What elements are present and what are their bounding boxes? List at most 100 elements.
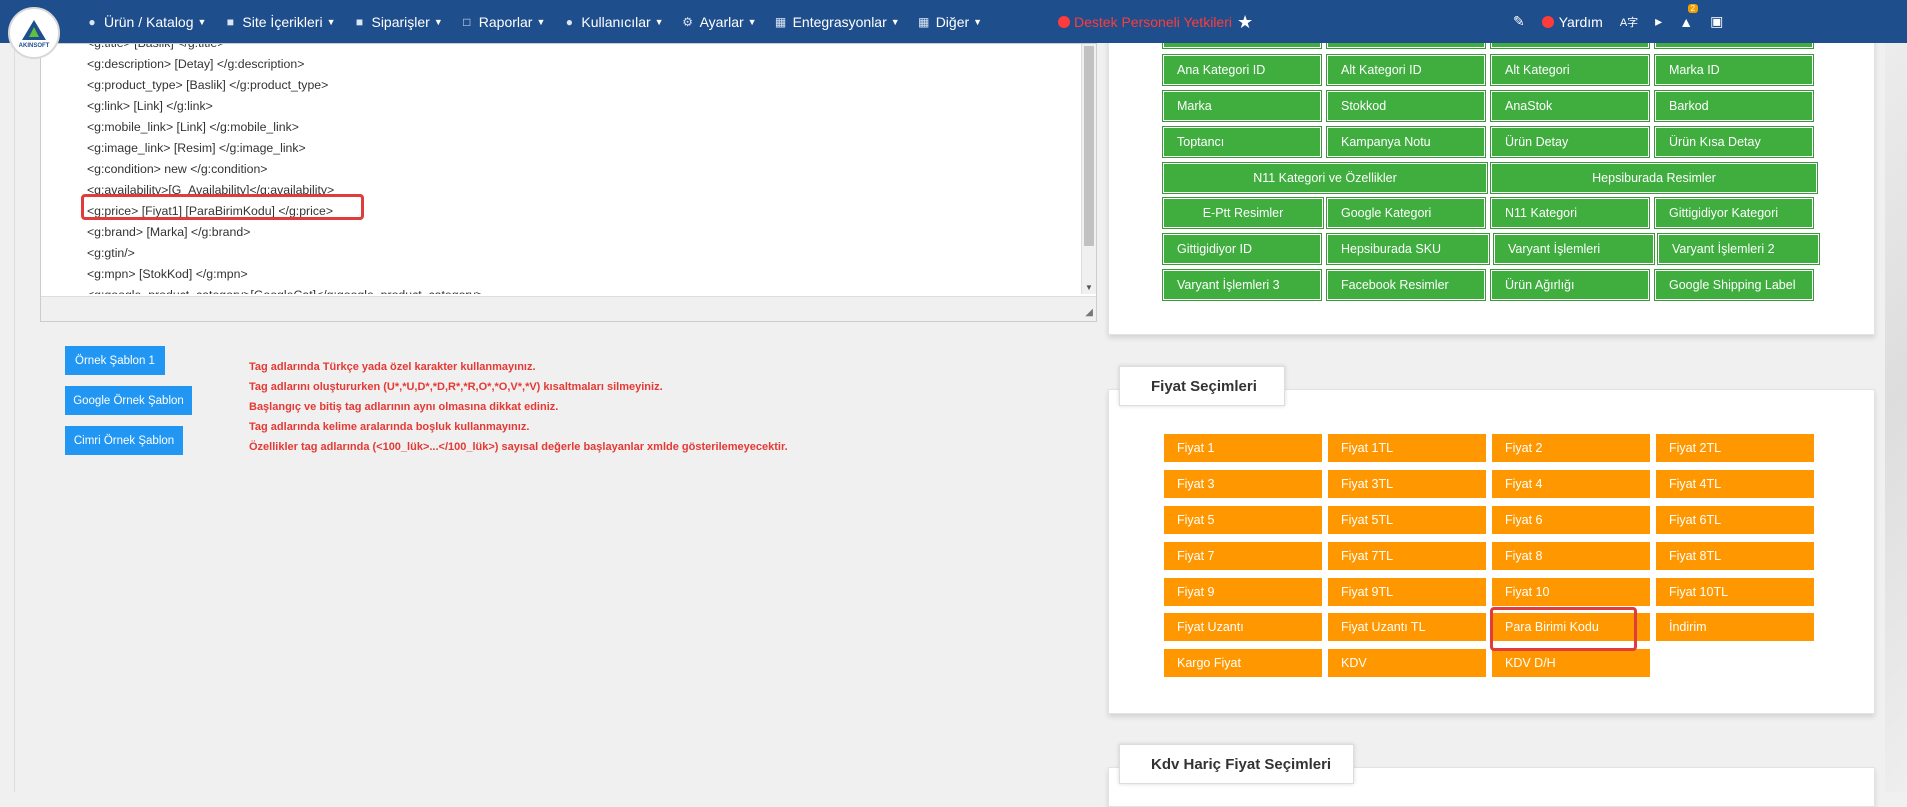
field-gittigidiyor-id[interactable]: Gittigidiyor ID (1162, 233, 1322, 265)
menu-kullanicilar[interactable]: ● Kullanıcılar ▼ (562, 14, 664, 30)
scroll-down-arrow-icon[interactable]: ▼ (1085, 283, 1093, 292)
ornek-sablon-button[interactable]: Örnek Şablon 1 (65, 346, 165, 375)
price-button[interactable]: Kargo Fiyat (1163, 648, 1323, 678)
warning-text: Tag adlarında Türkçe yada özel karakter … (249, 361, 536, 373)
warning-text: Başlangıç ve bitiş tag adlarının aynı ol… (249, 401, 559, 413)
field-google-kategori[interactable]: Google Kategori (1326, 197, 1486, 229)
megaphone-icon[interactable]: ▸ (1655, 13, 1663, 29)
price-button[interactable]: Fiyat Uzantı TL (1327, 612, 1487, 642)
price-button[interactable]: Fiyat 4TL (1655, 469, 1815, 499)
price-section-title: Fiyat Seçimleri (1119, 366, 1285, 406)
notes-icon[interactable]: ✎ (1513, 13, 1525, 29)
price-button[interactable]: Fiyat 1TL (1327, 433, 1487, 463)
field-varyant-islemleri-3[interactable]: Varyant İşlemleri 3 (1162, 269, 1322, 301)
files-icon: ■ (226, 14, 235, 29)
field-varyant-islemleri-2[interactable]: Varyant İşlemleri 2 (1657, 233, 1820, 265)
google-ornek-sablon-button[interactable]: Google Örnek Şablon (65, 386, 192, 415)
warning-icon[interactable]: ▲ 2 (1679, 3, 1699, 30)
star-icon[interactable]: ★ (1237, 12, 1254, 32)
page-left-border (14, 43, 15, 792)
price-button[interactable]: Fiyat 7TL (1327, 541, 1487, 571)
price-button[interactable]: Fiyat 10 (1491, 577, 1651, 607)
truck-icon: ■ (355, 14, 364, 29)
field-alt-kategori[interactable]: Alt Kategori (1490, 54, 1650, 86)
field-hepsiburada-sku[interactable]: Hepsiburada SKU (1326, 233, 1490, 265)
code-line: <g:google_product_category>[GoogleCat]</… (87, 285, 1081, 294)
grid-icon: ▦ (918, 14, 930, 29)
price-button[interactable]: KDV D/H (1491, 648, 1651, 678)
para-birimi-kodu-button[interactable]: Para Birimi Kodu (1491, 612, 1651, 642)
xml-template-editor[interactable]: <g:title> [Baslik] </g:title> <g:descrip… (40, 43, 1097, 322)
editor-code-area[interactable]: <g:title> [Baslik] </g:title> <g:descrip… (41, 44, 1081, 294)
price-button[interactable]: Fiyat 9 (1163, 577, 1323, 607)
menu-urun-katalog[interactable]: ● Ürün / Katalog ▼ (85, 14, 206, 30)
external-link-icon[interactable]: ▣ (1710, 13, 1724, 29)
field-urun-kisa-detay[interactable]: Ürün Kısa Detay (1654, 126, 1814, 158)
price-button[interactable]: Fiyat Uzantı (1163, 612, 1323, 642)
price-button[interactable]: Fiyat 6 (1491, 505, 1651, 535)
caret-down-icon: ▼ (890, 16, 900, 27)
price-button[interactable]: Fiyat 6TL (1655, 505, 1815, 535)
field-google-shipping-label[interactable]: Google Shipping Label (1654, 269, 1814, 301)
cimri-ornek-sablon-button[interactable]: Cimri Örnek Şablon (65, 426, 183, 455)
field-barkod[interactable]: Barkod (1654, 90, 1814, 122)
scrollbar-thumb[interactable] (1084, 46, 1094, 246)
field-urun-agirligi[interactable]: Ürün Ağırlığı (1490, 269, 1650, 301)
price-button[interactable]: İndirim (1655, 612, 1815, 642)
menu-site-icerikleri[interactable]: ■ Site İçerikleri ▼ (223, 14, 336, 30)
field-facebook-resimler[interactable]: Facebook Resimler (1326, 269, 1486, 301)
price-button[interactable]: Fiyat 7 (1163, 541, 1323, 571)
price-button[interactable]: Fiyat 3TL (1327, 469, 1487, 499)
price-button[interactable]: Fiyat 5TL (1327, 505, 1487, 535)
price-button[interactable]: Fiyat 2 (1491, 433, 1651, 463)
price-button[interactable]: Fiyat 8 (1491, 541, 1651, 571)
field-marka-id[interactable]: Marka ID (1654, 54, 1814, 86)
price-button[interactable]: Fiyat 9TL (1327, 577, 1487, 607)
report-icon: □ (463, 14, 471, 29)
price-button[interactable]: KDV (1327, 648, 1487, 678)
price-button[interactable]: Fiyat 4 (1491, 469, 1651, 499)
field-hepsiburada-resimler[interactable]: Hepsiburada Resimler (1490, 162, 1818, 194)
top-navbar: ● Ürün / Katalog ▼ ■ Site İçerikleri ▼ ■ Sipa… (0, 0, 1907, 43)
notification-badge: 2 (1687, 3, 1699, 13)
price-button[interactable]: Fiyat 5 (1163, 505, 1323, 535)
menu-siparisler[interactable]: ■ Siparişler ▼ (352, 14, 443, 30)
menu-entegrasyonlar[interactable]: ▦ Entegrasyonlar ▼ (774, 13, 900, 30)
price-button[interactable]: Fiyat 1 (1163, 433, 1323, 463)
field-n11-kategori[interactable]: N11 Kategori (1490, 197, 1650, 229)
field-anastok[interactable]: AnaStok (1490, 90, 1650, 122)
akinsoft-logo[interactable]: AKINSOFT (8, 7, 60, 59)
info-icon (1541, 15, 1554, 28)
code-line: <g:link> [Link] </g:link> (87, 99, 213, 113)
menu-ayarlar[interactable]: ⚙ Ayarlar ▼ (682, 13, 757, 30)
field-gittigidiyor-kategori[interactable]: Gittigidiyor Kategori (1654, 197, 1814, 229)
caret-down-icon: ▼ (197, 16, 207, 27)
price-button[interactable]: Fiyat 8TL (1655, 541, 1815, 571)
price-button[interactable]: Fiyat 2TL (1655, 433, 1815, 463)
field-toptanci[interactable]: Toptancı (1162, 126, 1322, 158)
price-button[interactable]: Fiyat 10TL (1655, 577, 1815, 607)
menu-raporlar[interactable]: □ Raporlar ▼ (460, 14, 545, 30)
field-kampanya-notu[interactable]: Kampanya Notu (1326, 126, 1486, 158)
field-ana-kategori-id[interactable]: Ana Kategori ID (1162, 54, 1322, 86)
code-line: <g:condition> new </g:condition> (87, 162, 268, 176)
field-eptt-resimler[interactable]: E-Ptt Resimler (1162, 197, 1324, 229)
field-n11-kategori-ozellikler[interactable]: N11 Kategori ve Özellikler (1162, 162, 1488, 194)
help-link[interactable]: Yardım (1541, 14, 1603, 30)
field-marka[interactable]: Marka (1162, 90, 1322, 122)
field-varyant-islemleri[interactable]: Varyant İşlemleri (1493, 233, 1655, 265)
field-stokkod[interactable]: Stokkod (1326, 90, 1486, 122)
menu-diger[interactable]: ▦ Diğer ▼ (918, 13, 983, 30)
field-urun-detay[interactable]: Ürün Detay (1490, 126, 1650, 158)
users-icon: ● (88, 14, 96, 29)
field-alt-kategori-id[interactable]: Alt Kategori ID (1326, 54, 1486, 86)
gears-icon: ⚙ (682, 14, 693, 29)
navbar-right-icons: ✎ Yardım A字 ▸ ▲ 2 ▣ (1513, 0, 1740, 43)
editor-scrollbar[interactable]: ▼ (1081, 44, 1096, 294)
code-line-price: <g:price> [Fiyat1] [ParaBirimKodu] </g:p… (87, 204, 334, 218)
support-permissions-link[interactable]: Destek Personeli Yetkileri (1058, 0, 1232, 43)
resize-grip-icon[interactable]: ◢ (1085, 307, 1093, 318)
price-button[interactable]: Fiyat 3 (1163, 469, 1323, 499)
language-icon[interactable]: A字 (1619, 16, 1639, 29)
caret-down-icon: ▼ (654, 16, 664, 27)
